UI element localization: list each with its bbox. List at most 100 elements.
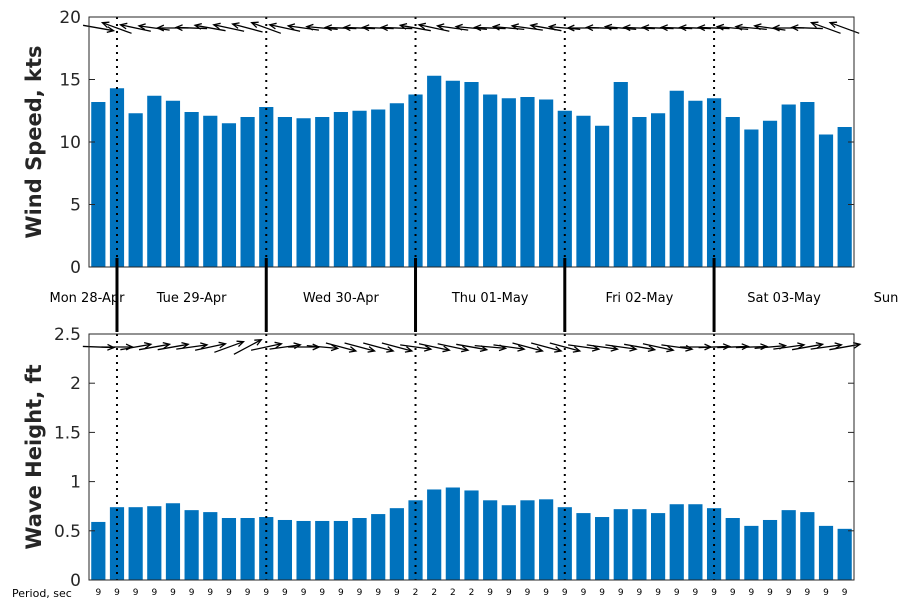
arrow-shaft (157, 343, 189, 351)
wind-bar (221, 123, 237, 267)
arrow-shaft (82, 24, 114, 32)
y-tick-label: 0 (70, 258, 81, 278)
arrow-head (118, 22, 128, 30)
wave-bar (203, 512, 218, 580)
arrow-shaft (381, 26, 413, 30)
wind-direction-arrow (137, 23, 170, 31)
wave-direction-arrow (363, 342, 395, 353)
wave-direction-arrow (138, 341, 172, 351)
wave-bar (221, 518, 237, 580)
wind-direction-arrow (510, 23, 543, 31)
wind-direction-arrow (100, 21, 132, 34)
arrow-shaft (176, 26, 208, 30)
wind-bar (464, 82, 479, 267)
wave-bar (669, 504, 684, 580)
wind-bar (744, 129, 759, 267)
arrow-shaft (214, 341, 244, 353)
arrow-shaft (679, 26, 711, 30)
arrow-shaft (829, 343, 861, 351)
y-tick-label: 20 (59, 8, 81, 28)
wind-direction-arrow (696, 24, 730, 32)
wind-direction-arrow (231, 22, 263, 33)
arrow-head (696, 24, 706, 32)
period-value: 2 (469, 588, 475, 598)
arrow-head (659, 24, 668, 32)
wind-bar (315, 117, 330, 267)
wave-bar (613, 509, 628, 580)
arrow-head (200, 342, 209, 350)
day-label: Thu 01-May (451, 291, 529, 306)
arrow-head (162, 341, 172, 349)
wind-bar (557, 110, 572, 267)
wind-direction-arrow (417, 22, 450, 32)
wave-direction-arrow (418, 343, 451, 353)
period-value: 9 (525, 588, 531, 598)
period-value: 2 (413, 588, 419, 598)
arrow-shaft (363, 342, 394, 352)
period-value: 9 (506, 588, 512, 598)
arrow-shaft (698, 26, 730, 30)
wind-direction-arrow (715, 23, 749, 31)
wave-direction-arrow (250, 341, 283, 351)
arrow-shaft (493, 344, 525, 350)
wind-bar (650, 113, 666, 267)
arrow-shaft (549, 342, 580, 352)
wave-y-axis-label: Wave Height, ft (22, 364, 46, 549)
wind-direction-arrow (118, 22, 151, 32)
wave-bar (165, 503, 181, 580)
arrow-head (572, 346, 582, 353)
wave-direction-arrow (642, 343, 675, 353)
period-value: 9 (245, 588, 251, 598)
wind-direction-arrow (82, 24, 116, 34)
arrow-head (100, 21, 110, 29)
wave-bar (650, 513, 666, 580)
arrow-shaft (437, 343, 469, 351)
wind-direction-arrow (473, 24, 506, 32)
arrow-head (629, 344, 638, 352)
wave-direction-arrow (661, 344, 694, 352)
arrow-head (517, 344, 526, 352)
arrow-shaft (344, 26, 376, 30)
wave-direction-arrow (233, 338, 263, 355)
wave-bar (109, 507, 125, 580)
wave-direction-arrow (829, 341, 862, 351)
wave-bar (445, 487, 460, 580)
arrow-head (435, 23, 445, 31)
arrow-head (641, 24, 650, 32)
wave-bar (557, 507, 572, 580)
period-value: 9 (151, 588, 157, 598)
day-label-strip: Mon 28-Apr Tue 29-Apr Wed 30-Apr Thu 01-May… (50, 258, 898, 332)
wind-bar (725, 117, 740, 267)
arrow-head (342, 24, 351, 32)
period-value: 9 (338, 588, 344, 598)
arrow-shaft (194, 343, 226, 351)
wave-direction-arrow (288, 343, 321, 351)
period-value: 9 (767, 588, 773, 598)
arrow-shaft (456, 26, 487, 30)
arrow-shaft (251, 22, 282, 34)
arrow-shaft (530, 342, 562, 352)
wave-bar (296, 520, 311, 580)
arrow-shaft (698, 345, 730, 349)
arrow-shaft (754, 345, 786, 349)
wave-bar (315, 520, 330, 580)
wave-direction-arrow (512, 342, 544, 353)
wave-bar (800, 512, 815, 580)
period-value: 9 (823, 588, 829, 598)
period-value: 9 (189, 588, 195, 598)
wind-bar (669, 90, 684, 267)
y-tick-label: 2.5 (54, 325, 81, 345)
day-label: Fri 02-May (606, 291, 674, 306)
wind-direction-arrow (622, 24, 655, 32)
arrow-head (647, 345, 657, 353)
day-label: Wed 30-Apr (303, 291, 380, 306)
wave-bar (725, 518, 740, 580)
wave-bar (762, 519, 778, 580)
period-value: 9 (711, 588, 717, 598)
wave-bar (744, 525, 759, 580)
arrow-shaft (418, 24, 450, 32)
y-tick-label: 1 (70, 473, 81, 493)
arrow-shaft (120, 343, 152, 351)
arrow-shaft (661, 344, 693, 350)
arrow-head (348, 346, 358, 353)
